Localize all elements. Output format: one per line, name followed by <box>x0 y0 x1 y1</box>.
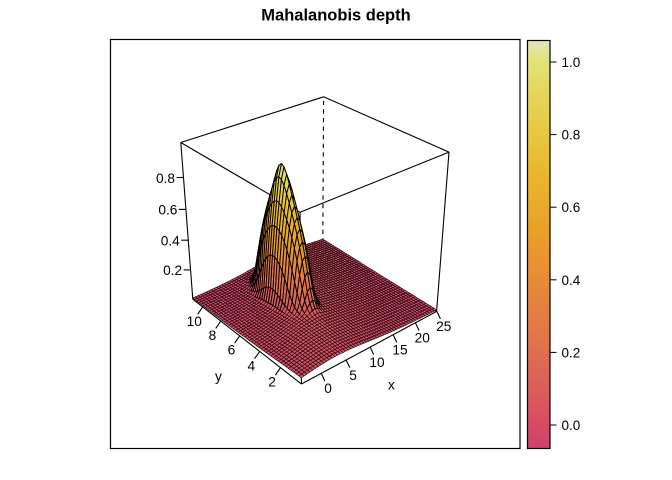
svg-text:0.8: 0.8 <box>562 128 581 143</box>
svg-text:0.6: 0.6 <box>158 203 177 218</box>
svg-text:0: 0 <box>324 381 332 396</box>
svg-text:x: x <box>388 378 395 393</box>
svg-text:y: y <box>215 369 222 384</box>
svg-text:20: 20 <box>415 331 431 346</box>
svg-text:2: 2 <box>268 375 276 390</box>
svg-text:0.4: 0.4 <box>562 273 581 288</box>
svg-text:8: 8 <box>209 328 217 343</box>
svg-text:10: 10 <box>369 355 385 370</box>
svg-text:Mahalanobis depth: Mahalanobis depth <box>261 7 410 25</box>
svg-text:10: 10 <box>187 314 203 329</box>
svg-text:0.4: 0.4 <box>161 234 180 249</box>
svg-text:0.2: 0.2 <box>163 263 182 278</box>
svg-text:0.0: 0.0 <box>562 418 581 433</box>
svg-text:0.8: 0.8 <box>156 171 175 186</box>
svg-text:25: 25 <box>436 319 452 334</box>
svg-text:15: 15 <box>392 343 408 358</box>
svg-text:4: 4 <box>247 358 255 373</box>
svg-text:1.0: 1.0 <box>562 55 581 70</box>
svg-text:0.2: 0.2 <box>562 345 581 360</box>
svg-text:6: 6 <box>228 343 236 358</box>
svg-text:5: 5 <box>349 368 357 383</box>
svg-text:0.6: 0.6 <box>562 200 581 215</box>
